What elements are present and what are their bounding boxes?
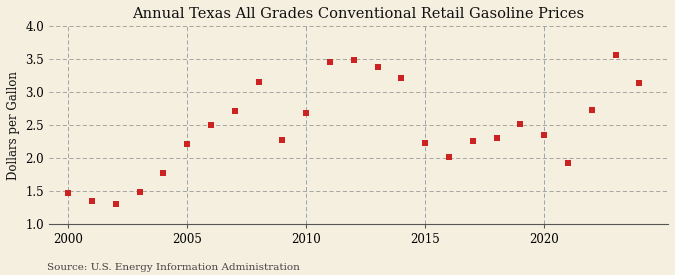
Title: Annual Texas All Grades Conventional Retail Gasoline Prices: Annual Texas All Grades Conventional Ret…	[132, 7, 585, 21]
Point	[158, 171, 169, 175]
Point	[468, 139, 479, 143]
Point	[325, 60, 335, 64]
Point	[63, 191, 74, 195]
Point	[563, 161, 574, 166]
Point	[443, 155, 454, 159]
Point	[253, 79, 264, 84]
Point	[301, 111, 312, 115]
Text: Source: U.S. Energy Information Administration: Source: U.S. Energy Information Administ…	[47, 263, 300, 272]
Point	[206, 123, 217, 127]
Point	[372, 65, 383, 69]
Point	[610, 53, 621, 57]
Y-axis label: Dollars per Gallon: Dollars per Gallon	[7, 71, 20, 180]
Point	[277, 138, 288, 142]
Point	[587, 108, 597, 112]
Point	[539, 133, 549, 137]
Point	[230, 108, 240, 113]
Point	[420, 141, 431, 145]
Point	[134, 189, 145, 194]
Point	[634, 81, 645, 85]
Point	[111, 201, 122, 206]
Point	[86, 199, 97, 203]
Point	[491, 136, 502, 141]
Point	[515, 122, 526, 126]
Point	[348, 58, 359, 62]
Point	[396, 76, 407, 81]
Point	[182, 142, 192, 147]
